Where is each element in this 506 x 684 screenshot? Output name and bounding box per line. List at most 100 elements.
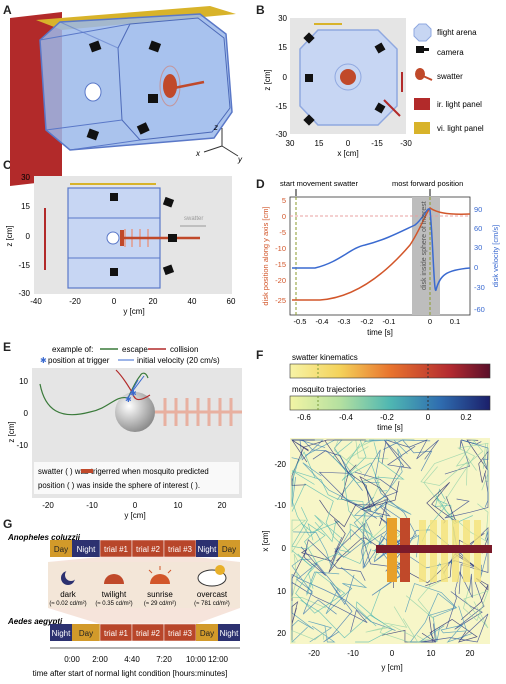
- svg-text:-30: -30: [474, 283, 485, 292]
- svg-text:(≈ 0.02 cd/m²): (≈ 0.02 cd/m²): [49, 601, 86, 607]
- svg-text:overcast: overcast: [197, 590, 228, 599]
- svg-text:Day: Day: [79, 629, 93, 638]
- trajectory-line: [291, 601, 299, 641]
- svg-text:0: 0: [282, 544, 287, 553]
- svg-text:(≈ 781 cd/m²): (≈ 781 cd/m²): [194, 601, 230, 607]
- svg-text:0: 0: [426, 413, 431, 422]
- svg-text:60: 60: [227, 297, 236, 306]
- svg-text:x [cm]: x [cm]: [261, 530, 270, 551]
- svg-text:✱: ✱: [125, 395, 132, 404]
- trajectory-line: [420, 613, 489, 643]
- svg-text:Anopheles coluzzii: Anopheles coluzzii: [7, 533, 81, 542]
- svg-text:position at trigger: position at trigger: [48, 356, 110, 365]
- svg-text:20: 20: [149, 297, 158, 306]
- trajectory-line: [291, 507, 326, 550]
- svg-text:30: 30: [21, 173, 30, 182]
- trajectory-line: [439, 442, 489, 509]
- panel-label-g: G: [3, 517, 13, 531]
- camera-icons-3d: [86, 40, 162, 141]
- panel-b-front-view: 30 15 0 -15 -30 30 15 0 -15 -30 z [cm] x [cm…: [263, 14, 484, 158]
- svg-text:-15: -15: [18, 261, 30, 270]
- svg-text:y [cm]: y [cm]: [123, 307, 144, 316]
- svg-text:Night: Night: [77, 545, 96, 554]
- svg-text:-0.2: -0.2: [380, 413, 394, 422]
- svg-text:0: 0: [112, 297, 117, 306]
- svg-text:-0.4: -0.4: [339, 413, 353, 422]
- svg-text:-15: -15: [275, 102, 287, 111]
- panel-a-arena-3d: z x y: [10, 6, 243, 186]
- svg-text:Day: Day: [200, 629, 214, 638]
- trajectory-line: [446, 571, 473, 629]
- svg-text:example of:: example of:: [52, 345, 93, 354]
- trajectory-line: [291, 550, 346, 614]
- svg-text:20: 20: [218, 501, 227, 510]
- row-aedes: Night Day trial #1 trial #2 trial #3 Day Ni…: [50, 623, 240, 642]
- svg-text:0: 0: [390, 649, 395, 658]
- svg-text:0: 0: [283, 73, 288, 82]
- panel-label-a: A: [3, 3, 12, 17]
- panel-label-c: C: [3, 158, 12, 172]
- trajectory-line: [354, 471, 399, 517]
- svg-text:Day: Day: [54, 545, 68, 554]
- svg-text:most forward position: most forward position: [392, 179, 463, 188]
- svg-text:-15: -15: [275, 260, 286, 269]
- svg-text:7:20: 7:20: [156, 655, 172, 664]
- svg-text:z [cm]: z [cm]: [7, 421, 16, 442]
- svg-text:position ( ) was inside the s: position ( ) was inside the sphere of in…: [38, 481, 200, 490]
- svg-text:trial #2: trial #2: [136, 545, 161, 554]
- row-anopheles: Day Night trial #1 trial #2 trial #3 Night …: [50, 539, 240, 558]
- trajectory-line: [361, 475, 401, 559]
- trajectory-line: [362, 500, 388, 569]
- svg-text:swatter ( ) was trigerred: swatter ( ) was trigerred when mosquito …: [38, 467, 209, 476]
- svg-text:Night: Night: [52, 629, 71, 638]
- velocity-curve: [292, 208, 471, 291]
- svg-text:y [cm]: y [cm]: [124, 511, 145, 520]
- svg-text:-15: -15: [371, 139, 383, 148]
- svg-text:30: 30: [278, 14, 287, 23]
- trajectory-line: [302, 462, 384, 517]
- trajectory-line: [363, 449, 417, 545]
- svg-text:-0.1: -0.1: [383, 317, 396, 326]
- svg-text:0: 0: [24, 409, 29, 418]
- svg-text:0.2: 0.2: [460, 413, 472, 422]
- svg-text:-30: -30: [400, 139, 412, 148]
- panel-e-examples: example of: escape collision ✱ position …: [7, 345, 242, 520]
- svg-text:90: 90: [474, 205, 482, 214]
- svg-text:10: 10: [19, 377, 28, 386]
- svg-text:0.1: 0.1: [450, 317, 460, 326]
- svg-text:start movement swatter: start movement swatter: [280, 179, 358, 188]
- trajectory-line: [300, 589, 384, 639]
- trajectory-line: [291, 470, 367, 528]
- svg-text:z [cm]: z [cm]: [263, 69, 272, 90]
- trajectory-line: [460, 577, 489, 620]
- trajectory-line: [359, 475, 389, 527]
- axis-x: x: [195, 149, 201, 158]
- trajectory-line: [312, 450, 377, 519]
- svg-text:12:00: 12:00: [208, 655, 229, 664]
- svg-text:twilight: twilight: [102, 590, 127, 599]
- svg-text:-0.6: -0.6: [297, 413, 311, 422]
- svg-text:trial #3: trial #3: [168, 545, 193, 554]
- svg-text:swatter: swatter: [184, 216, 203, 222]
- svg-text:disk velocity [cm/s]: disk velocity [cm/s]: [491, 225, 500, 288]
- panel-f-trajectories: swatter kinematics mosquito trajectories…: [261, 353, 492, 672]
- svg-text:-10: -10: [347, 649, 359, 658]
- svg-text:0: 0: [474, 263, 478, 272]
- svg-text:(≈ 0.35 cd/m²): (≈ 0.35 cd/m²): [95, 601, 132, 607]
- svg-text:-10: -10: [16, 441, 28, 450]
- trajectory-line: [308, 620, 336, 643]
- svg-text:40: 40: [188, 297, 197, 306]
- trajectory-line: [365, 618, 437, 643]
- svg-text:disk position along y axis [cm: disk position along y axis [cm]: [261, 206, 270, 305]
- svg-text:-0.3: -0.3: [338, 317, 351, 326]
- panel-c-side-view: swatter 30 15 0 -15 -30 -40 -20 0 20 40 60 z …: [5, 173, 236, 316]
- svg-text:sunrise: sunrise: [147, 590, 173, 599]
- colorbar-mosquito: [289, 395, 491, 411]
- svg-text:10:00: 10:00: [186, 655, 207, 664]
- svg-text:10: 10: [427, 649, 436, 658]
- svg-text:-0.4: -0.4: [316, 317, 329, 326]
- svg-text:0: 0: [133, 501, 138, 510]
- svg-text:-0.5: -0.5: [294, 317, 307, 326]
- trajectory-line: [404, 583, 458, 643]
